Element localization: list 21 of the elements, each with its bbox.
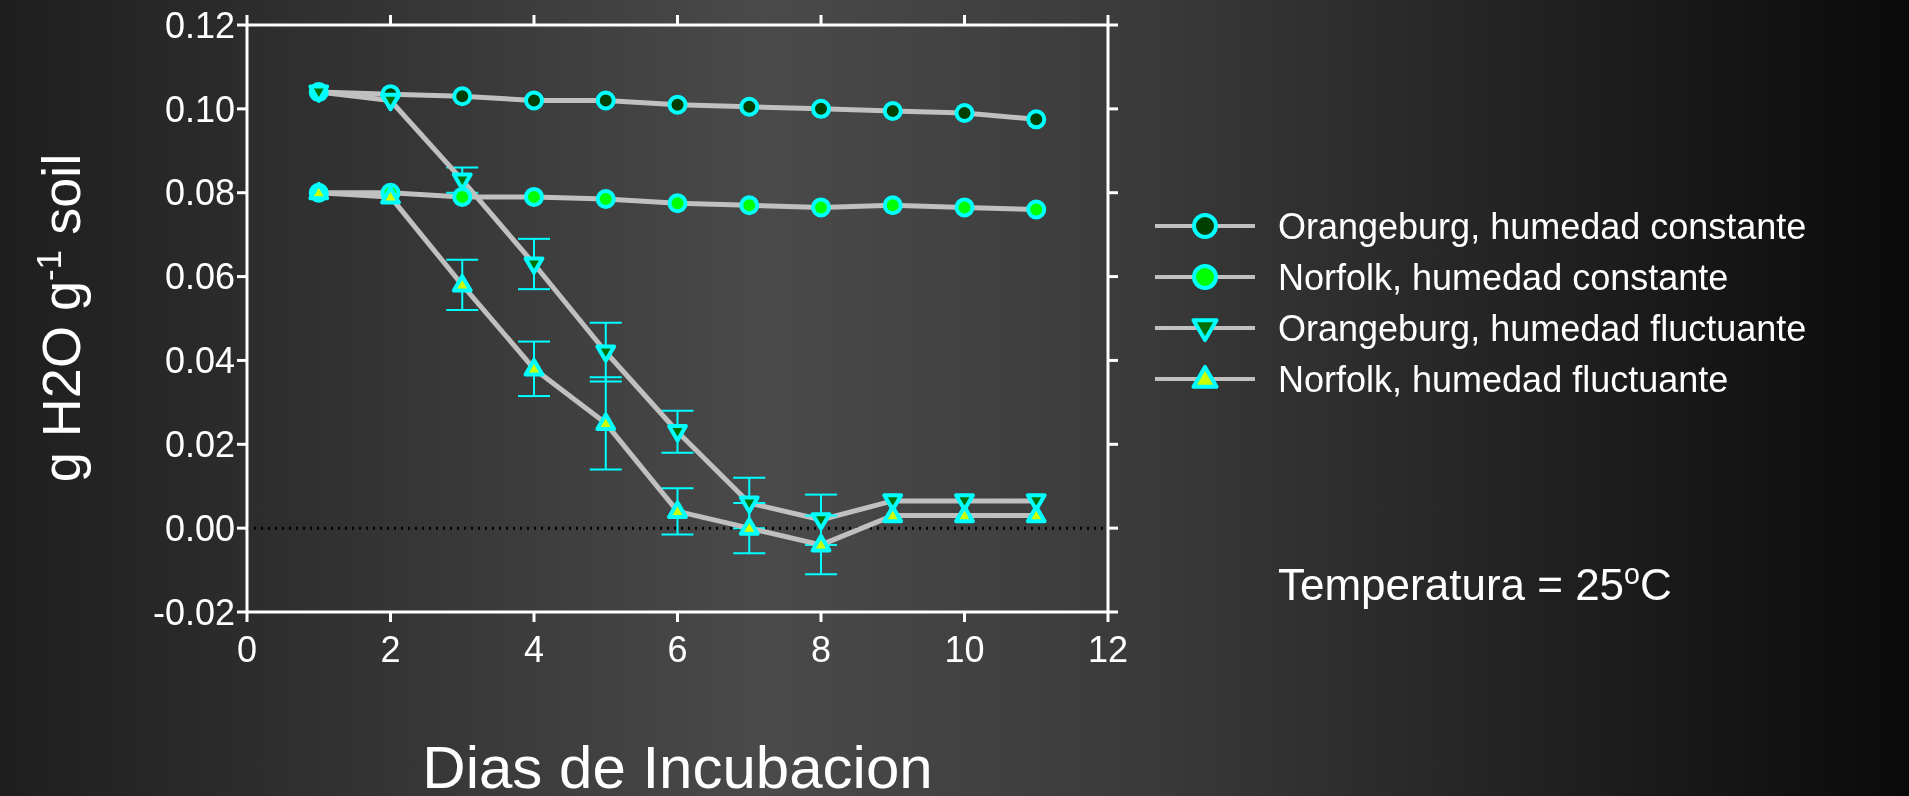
legend-label: Orangeburg, humedad fluctuante bbox=[1278, 308, 1807, 349]
x-tick-label: 6 bbox=[667, 628, 688, 670]
y-tick-label: -0.02 bbox=[152, 591, 235, 633]
x-tick-label: 2 bbox=[380, 628, 401, 670]
x-tick-label: 8 bbox=[810, 628, 832, 670]
x-tick-label: 10 bbox=[944, 628, 985, 670]
y-tick-label: 0.04 bbox=[164, 340, 235, 382]
text: Temperatura = 25$^{o}$C bbox=[1278, 558, 1672, 609]
x-tick-label: 4 bbox=[523, 628, 545, 670]
y-tick-label: 0.06 bbox=[164, 256, 235, 298]
legend-label: Orangeburg, humedad constante bbox=[1278, 206, 1807, 247]
x-axis-title: Dias de Incubacion bbox=[422, 734, 933, 796]
y-tick-label: 0.08 bbox=[164, 172, 235, 214]
y-tick-label: 0.00 bbox=[164, 507, 235, 549]
x-tick-label: 0 bbox=[236, 628, 258, 670]
x-tick-label: 12 bbox=[1087, 628, 1129, 670]
legend-label: Norfolk, humedad fluctuante bbox=[1278, 359, 1729, 400]
legend-label: Norfolk, humedad constante bbox=[1278, 257, 1729, 298]
y-tick-label: 0.10 bbox=[164, 88, 235, 130]
y-tick-label: 0.02 bbox=[164, 424, 235, 466]
y-tick-label: 0.12 bbox=[164, 4, 235, 46]
